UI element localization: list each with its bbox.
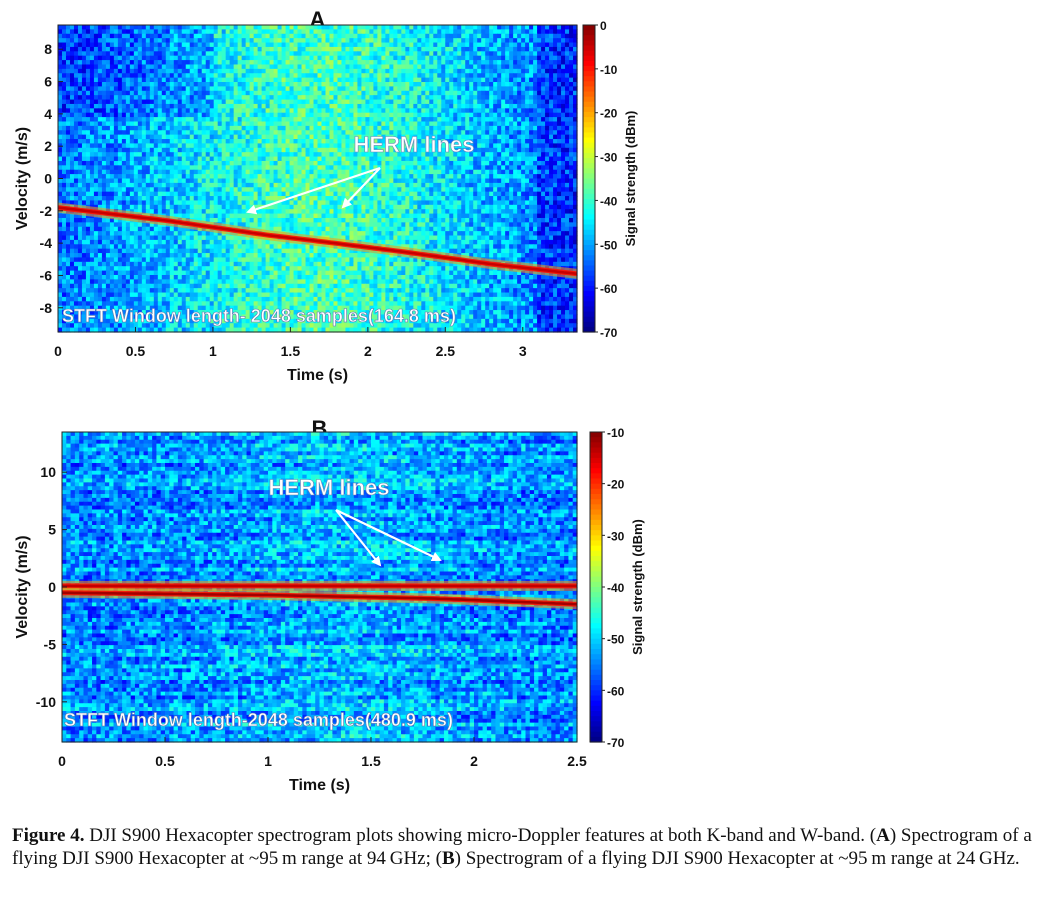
y-tick-label: 8: [44, 41, 52, 57]
colorbar: -10 -20 -30 -40 -50 -60 -70 Signal strength (dB…: [589, 426, 645, 750]
stft-window-label: STFT Window length-2048 samples(480.9 ms…: [64, 710, 453, 730]
herm-lines-label: HERM lines: [268, 475, 389, 500]
herm-annotation: HERM lines: [268, 475, 442, 567]
y-axis-label: Velocity (m/s): [14, 127, 31, 230]
y-tick-label: -10: [36, 694, 56, 710]
caption-text-1: DJI S900 Hexacopter spectrogram plots sh…: [84, 825, 877, 846]
y-axis-label: Velocity (m/s): [14, 535, 31, 638]
stft-window-label: STFT Window length- 2048 samples(164.8 m…: [62, 306, 456, 326]
x-tick-label: 3: [519, 343, 527, 359]
x-tick-label: 1.5: [361, 753, 381, 769]
colorbar-tick-label: -30: [607, 529, 625, 543]
colorbar-tick-label: -20: [600, 107, 618, 121]
caption-ref-a: A: [876, 825, 890, 846]
y-tick-label: -6: [40, 267, 53, 283]
heatmap-cells: [62, 432, 578, 743]
colorbar: 0 -10 -20 -30 -40 -50 -60 -70 Signal strength (d…: [582, 19, 638, 340]
herm-lines-label: HERM lines: [353, 132, 474, 157]
x-tick-label: 2: [470, 753, 478, 769]
colorbar-tick-label: -30: [600, 151, 618, 165]
annotation-arrow: [335, 509, 382, 567]
herm-annotation: HERM lines: [246, 132, 475, 215]
x-tick-label: 0: [54, 343, 62, 359]
colorbar-tick-label: -60: [600, 282, 618, 296]
annotation-arrow: [246, 166, 381, 215]
colorbar-tick-label: 0: [600, 19, 607, 33]
annotation-arrow: [335, 509, 442, 562]
colorbar-tick-label: -40: [600, 194, 618, 208]
y-tick-label: 0: [44, 171, 52, 187]
colorbar-tick-label: -10: [607, 426, 625, 440]
caption-label: Figure 4.: [12, 825, 85, 846]
x-axis-label: Time (s): [287, 367, 348, 384]
spectrogram-panel-a: A 0 0.5 1 1.5 2 2.5 3 8 6 4 2 0 -2 -4 -6 -8 Time (s) Veloc…: [0, 0, 1045, 400]
colorbar-tick-label: -10: [600, 63, 618, 77]
caption-text-2: ) Spectrogram of a flying DJI S900 Hexac…: [12, 825, 1032, 869]
caption-text-3: ) Spectrogram of a flying DJI S900 Hexac…: [454, 848, 1020, 869]
colorbar-tick-label: -60: [607, 684, 625, 698]
feature-body_doppler_line: [57, 202, 578, 279]
annotation-arrow: [341, 167, 381, 209]
y-tick-label: -8: [40, 300, 53, 316]
x-tick-label: 1.5: [281, 343, 301, 359]
colorbar-tick-label: -20: [607, 478, 625, 492]
colorbar-tick-label: -40: [607, 581, 625, 595]
colorbar-tick-label: -50: [600, 238, 618, 252]
y-tick-label: 0: [48, 579, 56, 595]
y-tick-label: 5: [48, 522, 56, 538]
colorbar-tick-label: -70: [607, 736, 625, 750]
x-axis-label: Time (s): [289, 777, 350, 794]
x-tick-label: 1: [264, 753, 272, 769]
spectrogram-panel-b: B 0 0.5 1 1.5 2 2.5 10 5 0 -5 -10 Time (s) Velocity (…: [0, 400, 1045, 800]
y-tick-label: 4: [44, 106, 52, 122]
y-tick-label: -5: [44, 636, 57, 652]
colorbar-tick-label: -50: [607, 633, 625, 647]
heatmap-cells: [58, 25, 578, 333]
x-tick-label: 2: [364, 343, 372, 359]
colorbar-tick-label: -70: [600, 326, 618, 340]
y-tick-label: 10: [40, 464, 56, 480]
figure-caption: Figure 4. DJI S900 Hexacopter spectrogra…: [12, 824, 1032, 870]
x-tick-label: 2.5: [436, 343, 456, 359]
colorbar-label: Signal strength (dBm): [630, 519, 645, 655]
y-tick-label: 2: [44, 138, 52, 154]
y-tick-label: -2: [40, 203, 53, 219]
x-tick-label: 1: [209, 343, 217, 359]
x-tick-label: 2.5: [567, 753, 587, 769]
x-tick-label: 0.5: [155, 753, 175, 769]
y-tick-label: -4: [40, 235, 53, 251]
caption-ref-b: B: [441, 848, 455, 869]
x-tick-label: 0: [58, 753, 66, 769]
y-tick-label: 6: [44, 74, 52, 90]
feature-body_doppler_line: [61, 587, 578, 610]
colorbar-label: Signal strength (dBm): [623, 111, 638, 247]
x-tick-label: 0.5: [126, 343, 146, 359]
